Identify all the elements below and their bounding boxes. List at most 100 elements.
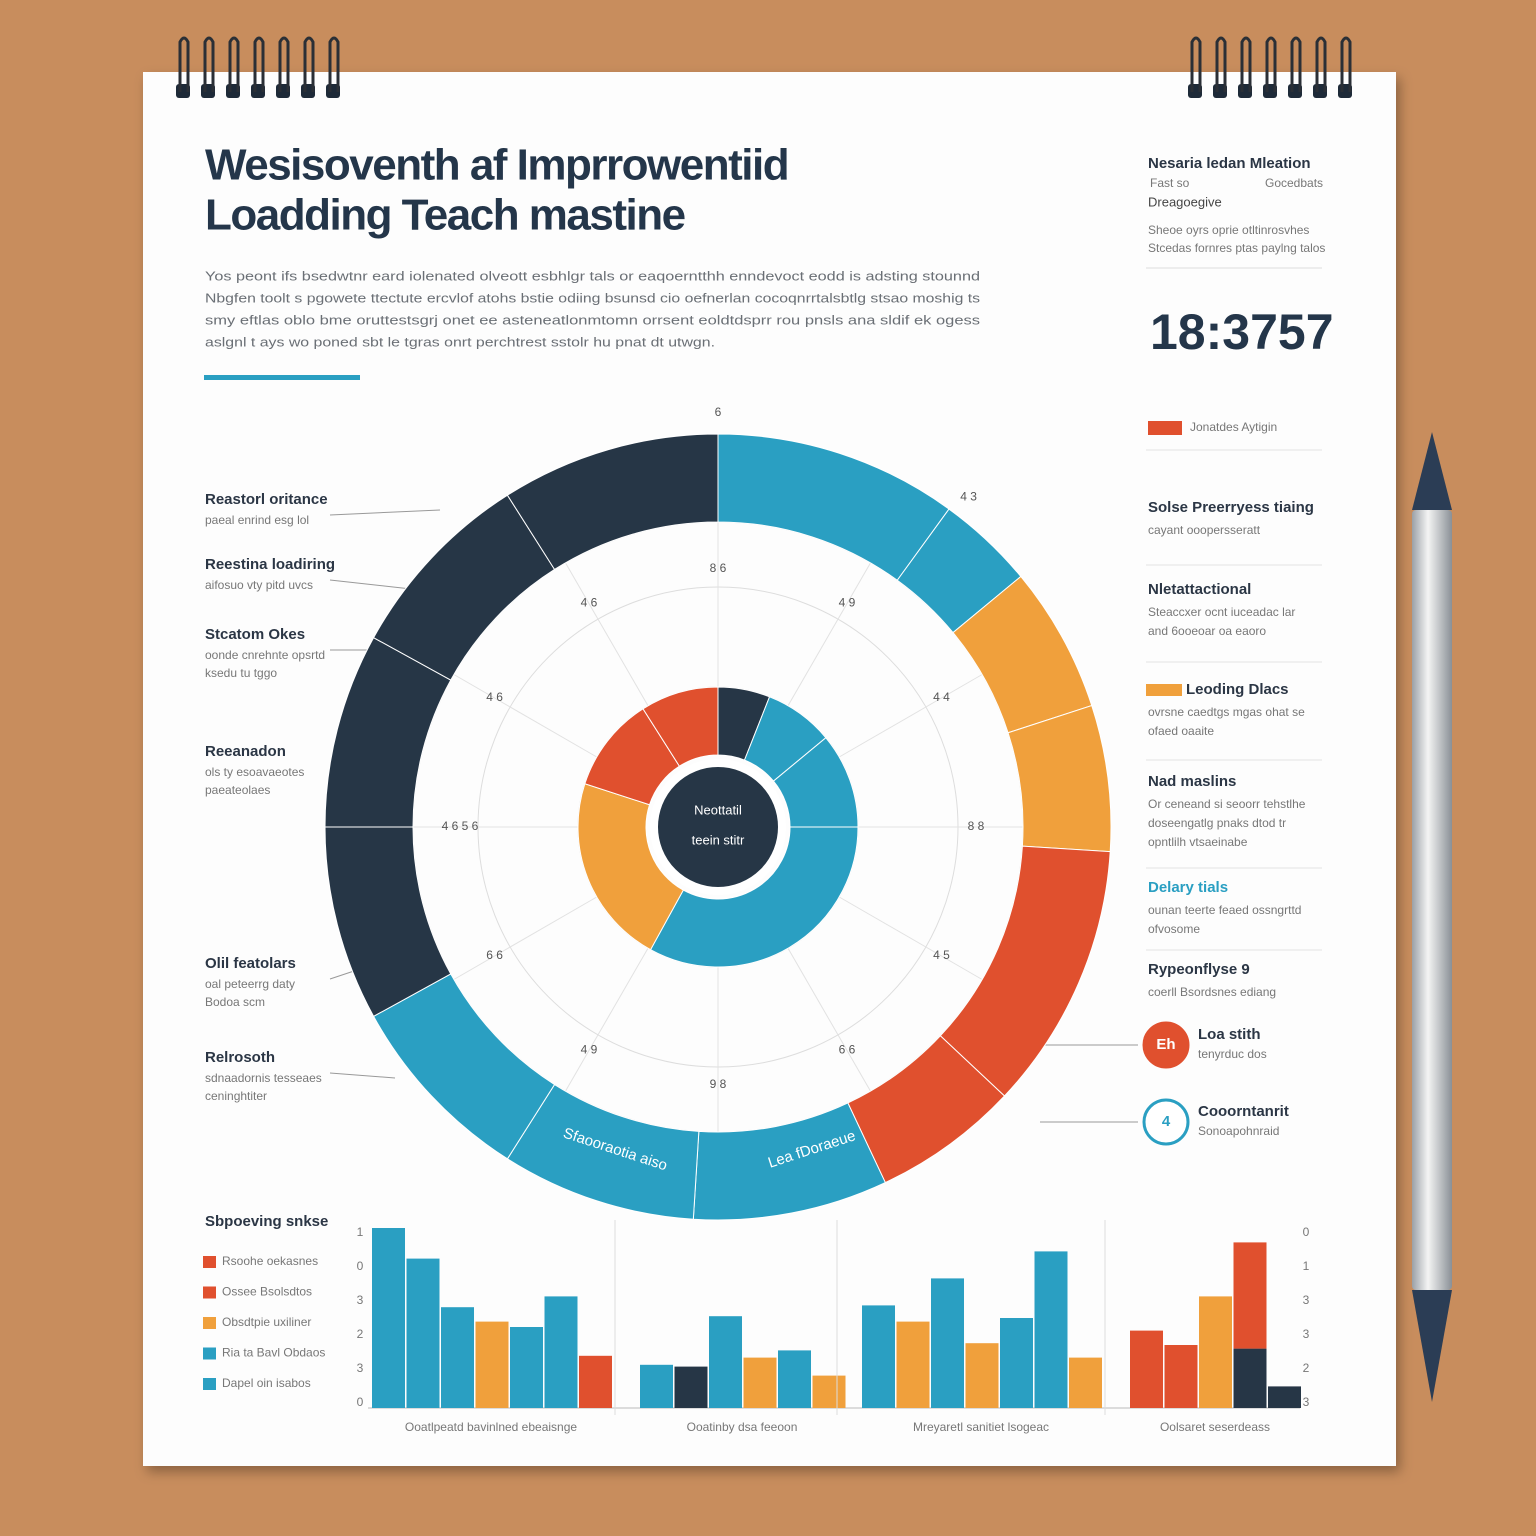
axis-label: 3	[1303, 1327, 1310, 1341]
bar	[1233, 1242, 1267, 1349]
panel-sub: Gocedbats	[1265, 176, 1323, 190]
badge-heading: Loa stith	[1198, 1026, 1261, 1043]
axis-label: 2	[357, 1327, 364, 1341]
center	[650, 759, 786, 895]
axis-label: 0	[1303, 1225, 1310, 1239]
ring	[1290, 36, 1302, 92]
label-heading: Reastorl oritance	[205, 491, 328, 508]
label-line: paeal enrind esg lol	[205, 513, 309, 527]
axis-label: 1	[357, 1225, 364, 1239]
legend-label: Rsoohe oekasnes	[222, 1254, 318, 1268]
bar	[1199, 1296, 1232, 1408]
item-line: ofvosome	[1148, 922, 1200, 936]
legend-label: Dapel oin isabos	[222, 1376, 311, 1390]
legend-swatch	[203, 1347, 216, 1360]
chart-title: Sbpoeving snkse	[205, 1213, 328, 1230]
ring	[1265, 36, 1277, 92]
label-line: sdnaadornis tesseaes	[205, 1071, 322, 1085]
item-heading: Nletattactional	[1148, 581, 1251, 598]
grid-label: 8 8	[968, 819, 985, 833]
ring	[1240, 36, 1252, 92]
donut-segment	[506, 433, 719, 571]
legend-label: Ria ta Bavl Obdaos	[222, 1346, 325, 1360]
label-heading: Reestina loadiring	[205, 556, 335, 573]
grid-label: 9 8	[710, 1077, 727, 1091]
item-heading: Rypeonflyse 9	[1148, 961, 1250, 978]
bar	[896, 1321, 930, 1408]
ring	[328, 36, 340, 92]
bar	[1069, 1357, 1102, 1408]
bar	[1164, 1345, 1198, 1408]
bar	[862, 1305, 895, 1408]
grid-label: 4 6 5 6	[442, 819, 479, 833]
grid-spoke	[565, 562, 649, 707]
grid-spoke	[838, 674, 983, 758]
grid-label: 6 6	[486, 948, 503, 962]
legend-swatch	[1148, 421, 1182, 435]
ring	[1315, 36, 1327, 92]
ring	[303, 36, 315, 92]
item-line: Or ceneand si seoorr tehstlhe	[1148, 797, 1306, 811]
big-number: 18:3757	[1150, 304, 1334, 360]
center-text: teein stitr	[692, 832, 745, 847]
binder-rings	[176, 36, 1352, 98]
item-line: and 6ooeoar oa eaoro	[1148, 624, 1266, 638]
paragraph-line: Yos peont ifs bsedwtnr eard iolenated ol…	[205, 268, 980, 283]
item-line: opntlilh vtsaeinabe	[1148, 835, 1248, 849]
badge-line: tenyrduc dos	[1198, 1047, 1267, 1061]
panel-line: Stcedas fornres ptas paylng talos	[1148, 241, 1325, 255]
legend-swatch	[203, 1317, 216, 1329]
bar	[579, 1355, 612, 1408]
bar	[778, 1350, 811, 1408]
grid-label: 4 6	[486, 690, 503, 704]
bar	[1000, 1318, 1033, 1408]
pen	[1412, 432, 1452, 1402]
axis-label: 0	[357, 1395, 364, 1409]
legend-swatch	[203, 1256, 216, 1268]
grid-spoke	[787, 562, 871, 707]
bar	[674, 1366, 708, 1408]
label-line: paeateolaes	[205, 783, 270, 797]
grid-label: 4 4	[933, 690, 950, 704]
bar	[441, 1307, 474, 1408]
grid-label: 4 9	[839, 596, 856, 610]
label-line: ceninghtiter	[205, 1089, 267, 1103]
bar	[1233, 1348, 1267, 1408]
item-line: ounan teerte feaed ossngrttd	[1148, 903, 1301, 917]
ring	[203, 36, 215, 92]
badge	[1142, 1098, 1190, 1146]
paragraph-line: Nbgfen toolt s pgowete ttectute ercvlof …	[205, 290, 981, 305]
badge-line: Sonoapohnraid	[1198, 1124, 1279, 1138]
label-line: oal peteerrg daty	[205, 977, 295, 991]
item-heading: Leoding Dlacs	[1186, 681, 1289, 698]
label-line: ols ty esoavaeotes	[205, 765, 304, 779]
axis-label: 3	[357, 1293, 364, 1307]
bar	[1034, 1251, 1068, 1408]
grid-label: 6 6	[839, 1043, 856, 1057]
panel-caption: Dreagoegive	[1148, 194, 1222, 209]
bar	[709, 1316, 742, 1408]
bar	[640, 1364, 673, 1408]
bar	[372, 1228, 405, 1408]
badge	[1142, 1021, 1190, 1069]
paragraph-line: smy eftlas oblo bme oruttestsgrj onet ee…	[205, 312, 981, 327]
group-label: Ooatlpeatd bavinlned ebeaisnge	[405, 1420, 577, 1434]
bar	[1268, 1386, 1301, 1408]
label-heading: Olil featolars	[205, 955, 296, 972]
legend-label: Ossee Bsolsdtos	[222, 1285, 312, 1299]
panel-line: Sheoe oyrs oprie otltinrosvhes	[1148, 223, 1309, 237]
bar	[544, 1296, 578, 1408]
outer-label: 6	[715, 405, 722, 419]
label-line: ksedu tu tggo	[205, 666, 277, 680]
axis-label: 3	[1303, 1293, 1310, 1307]
axis-label: 0	[357, 1259, 364, 1273]
grid-label: 4 9	[581, 1043, 598, 1057]
item-marker	[1146, 684, 1182, 696]
bar	[812, 1375, 846, 1408]
panel-title: Nesaria ledan Mleation	[1148, 155, 1311, 172]
badge-symbol: 4	[1162, 1113, 1171, 1130]
group-label: Ooatinby dsa feeoon	[687, 1420, 798, 1434]
grid-label: 4 6	[581, 596, 598, 610]
